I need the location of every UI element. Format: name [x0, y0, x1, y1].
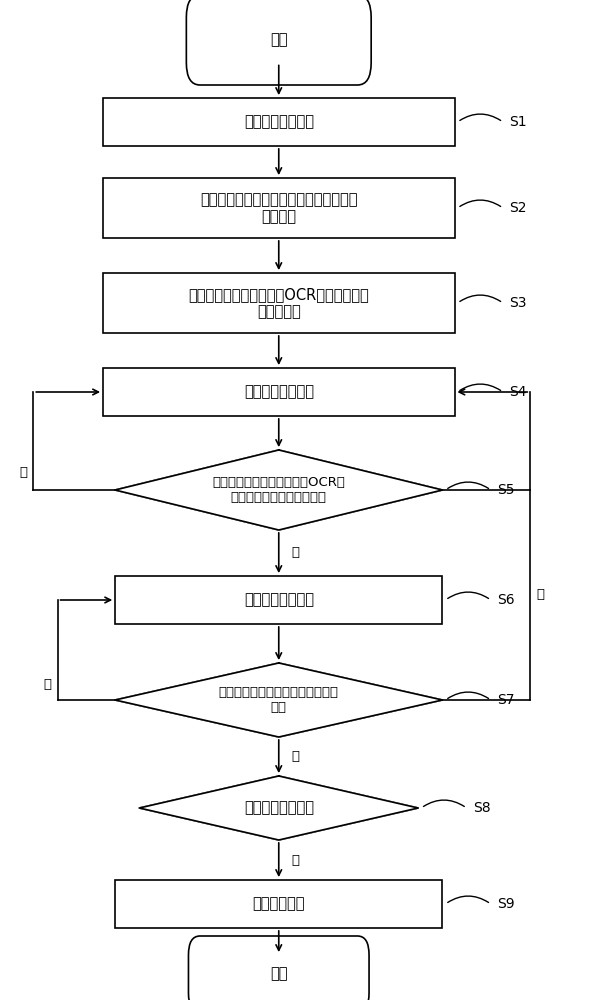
- Text: 获取档案一录数据: 获取档案一录数据: [244, 384, 314, 399]
- Text: S4: S4: [509, 385, 527, 399]
- Text: 著录数据入库: 著录数据入库: [253, 896, 305, 912]
- Text: 结束: 结束: [270, 966, 287, 982]
- Text: S6: S6: [497, 593, 514, 607]
- Bar: [103, 368, 454, 416]
- Text: 确定当前档案加工任务，并获取档案卷内
目录数据: 确定当前档案加工任务，并获取档案卷内 目录数据: [200, 192, 358, 224]
- Text: 读取档案影像数据，进行OCR提取，获取档
案关键信息: 读取档案影像数据，进行OCR提取，获取档 案关键信息: [188, 287, 369, 319]
- Bar: [115, 576, 442, 624]
- Polygon shape: [115, 663, 442, 737]
- Text: 否: 否: [536, 588, 544, 601]
- Text: S3: S3: [509, 296, 527, 310]
- Text: S1: S1: [509, 115, 527, 129]
- Text: 著录数据是否正确: 著录数据是否正确: [244, 800, 314, 816]
- Text: S8: S8: [473, 801, 490, 815]
- Text: 否: 否: [19, 466, 27, 479]
- Bar: [115, 880, 442, 928]
- Text: 是: 是: [291, 854, 299, 866]
- Polygon shape: [115, 450, 442, 530]
- Text: 是: 是: [291, 750, 299, 763]
- Text: S2: S2: [509, 201, 527, 215]
- FancyBboxPatch shape: [187, 0, 371, 85]
- Bar: [103, 273, 454, 333]
- Bar: [103, 98, 454, 146]
- Bar: [103, 178, 454, 238]
- Polygon shape: [139, 776, 418, 840]
- Text: 档案二录数据与档案一录数据是否
一致: 档案二录数据与档案一录数据是否 一致: [219, 686, 339, 714]
- Text: S5: S5: [497, 483, 514, 497]
- FancyBboxPatch shape: [188, 936, 369, 1000]
- Text: S7: S7: [497, 693, 514, 707]
- Text: S9: S9: [497, 897, 514, 911]
- Text: 获取档案二录数据: 获取档案二录数据: [244, 592, 314, 607]
- Text: 否: 否: [44, 678, 52, 692]
- Text: 档案一录数据的关键信息与OCR提
取的档案关键信息是否一致: 档案一录数据的关键信息与OCR提 取的档案关键信息是否一致: [212, 476, 345, 504]
- Text: 开始: 开始: [270, 32, 287, 47]
- Text: 是: 是: [291, 546, 299, 559]
- Text: 生成档案加工任务: 生成档案加工任务: [244, 114, 314, 129]
